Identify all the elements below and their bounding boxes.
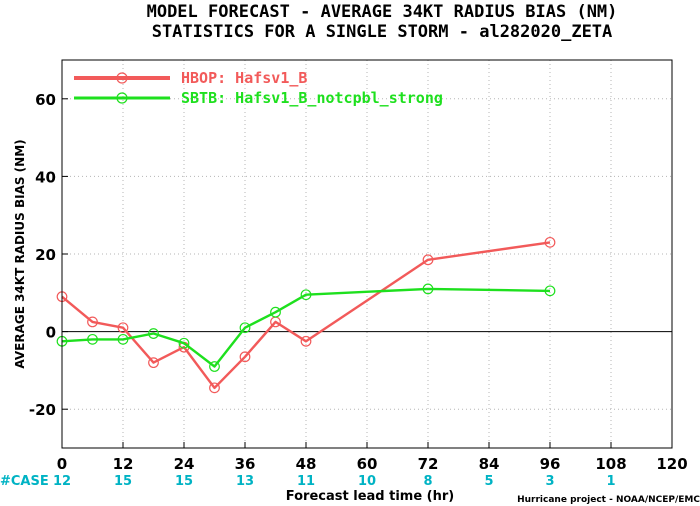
case-count: 15 xyxy=(175,474,193,489)
series-2-point xyxy=(87,333,98,345)
chart-subtitle: STATISTICS FOR A SINGLE STORM - al282020… xyxy=(152,22,613,42)
series-1-point xyxy=(117,322,129,334)
x-tick-label: 96 xyxy=(540,455,561,473)
series-1-point xyxy=(544,236,556,248)
y-axis-label: AVERAGE 34KT RADIUS BIAS (NM) xyxy=(13,139,27,368)
case-count: 13 xyxy=(236,474,254,489)
y-tick-label: 0 xyxy=(46,324,56,342)
series-1-point xyxy=(422,254,434,266)
case-count: 5 xyxy=(484,474,493,489)
x-tick-label: 12 xyxy=(113,455,134,473)
series-1-point xyxy=(300,335,312,347)
series-2-point xyxy=(270,306,281,318)
series-layer xyxy=(56,236,556,394)
grid xyxy=(62,60,672,448)
x-tick-label: 108 xyxy=(595,455,626,473)
series-2-point xyxy=(300,289,312,301)
x-axis-label: Forecast lead time (hr) xyxy=(286,489,454,504)
ticks: 0 12 24 36 48 60 72 84 96 108 120 -20 0 20 40 60 xyxy=(29,91,688,473)
x-tick-label: 24 xyxy=(174,455,195,473)
series-2-point xyxy=(239,322,251,334)
case-count: 8 xyxy=(423,474,432,489)
case-count: 12 xyxy=(53,474,71,489)
series-1-point xyxy=(209,382,220,394)
y-tick-label: -20 xyxy=(29,401,56,419)
series-2-point xyxy=(422,283,434,295)
x-tick-label: 48 xyxy=(296,455,317,473)
credit-text: Hurricane project - NOAA/NCEP/EMC xyxy=(517,495,700,505)
series-1-point xyxy=(148,357,159,369)
legend-marker-2 xyxy=(116,92,128,104)
series-line-2 xyxy=(61,287,551,368)
series-2-point xyxy=(544,285,556,297)
x-tick-label: 84 xyxy=(479,455,500,473)
series-2-point xyxy=(117,333,129,345)
case-count: 1 xyxy=(606,474,615,489)
series-2-point xyxy=(178,337,190,349)
x-tick-label: 120 xyxy=(656,455,687,473)
series-1-point xyxy=(87,316,98,328)
x-tick-label: 0 xyxy=(57,455,67,473)
case-count: 15 xyxy=(114,474,132,489)
case-label: #CASE xyxy=(0,474,49,489)
series-line-1 xyxy=(61,241,551,390)
x-tick-label: 72 xyxy=(418,455,439,473)
case-count: 10 xyxy=(358,474,376,489)
y-tick-label: 40 xyxy=(35,168,56,186)
chart-title: MODEL FORECAST - AVERAGE 34KT RADIUS BIA… xyxy=(147,2,618,22)
legend-marker-1 xyxy=(116,72,128,84)
legend-label-2: SBTB: Hafsv1_B_notcpbl_strong xyxy=(181,89,443,107)
series-2-point xyxy=(148,328,159,339)
y-tick-label: 60 xyxy=(35,91,56,109)
series-2-point xyxy=(209,361,220,372)
case-count: 11 xyxy=(297,474,315,489)
x-tick-label: 60 xyxy=(357,455,378,473)
legend-label-1: HBOP: Hafsv1_B xyxy=(181,69,307,87)
series-1-point xyxy=(239,351,251,363)
case-count: 3 xyxy=(545,474,554,489)
x-tick-label: 36 xyxy=(235,455,256,473)
case-counts: #CASE 12 15 15 13 11 10 8 5 3 1 xyxy=(0,474,616,489)
legend: HBOP: Hafsv1_B SBTB: Hafsv1_B_notcpbl_str… xyxy=(74,69,443,107)
y-tick-label: 20 xyxy=(35,246,56,264)
